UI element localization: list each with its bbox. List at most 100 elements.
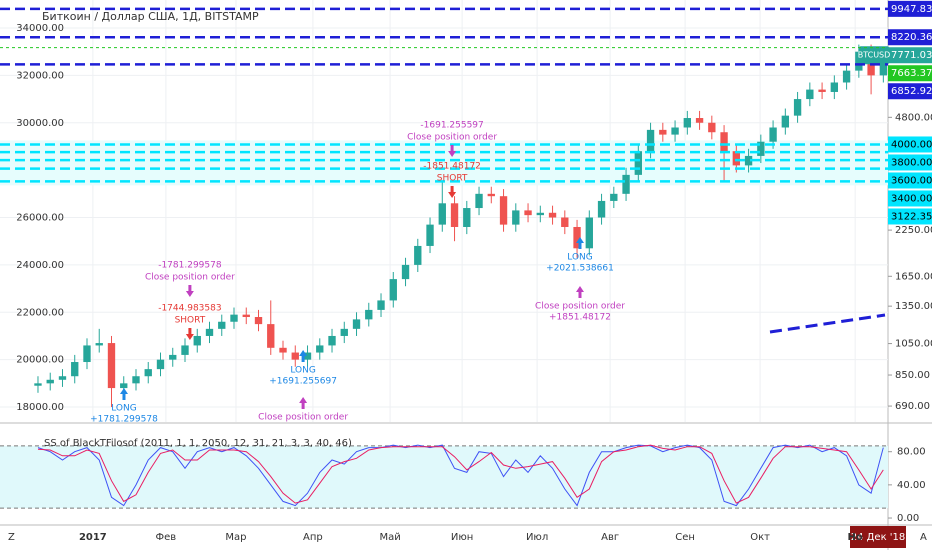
signal-label: +1851.48172 [549, 313, 611, 323]
candle-body [646, 129, 655, 152]
candle-body [475, 193, 483, 209]
indicator-line [37, 444, 884, 504]
candle-body [426, 224, 434, 246]
signal-label: +1781.299578 [90, 414, 158, 424]
candle-body [267, 324, 275, 348]
candle-body [340, 328, 348, 336]
price-level-label: 3122.35 [891, 211, 932, 222]
symbol-tag: BTCUSD [858, 51, 891, 60]
price-level-label: 4000.00 [891, 139, 932, 150]
price-level-label: 8220.36 [891, 32, 932, 43]
candle-body [597, 200, 606, 218]
candle-body [377, 300, 385, 310]
y2-tick-label: 2250.00 [895, 225, 932, 236]
price-level-label: 9947.83 [891, 4, 932, 15]
candle-body [499, 196, 508, 225]
price-level-label: 3800.00 [891, 157, 932, 168]
candle-body [842, 70, 851, 83]
x-tick-label: Фев [156, 532, 177, 543]
signal-label: -1851.48172 [423, 161, 481, 171]
price-level-box [888, 29, 932, 46]
y-tick-label: 32000.00 [16, 70, 64, 81]
candle-body [548, 212, 557, 218]
x-tick-label: Окт [750, 532, 770, 543]
x-tick-label: Июл [526, 532, 548, 543]
signal-label: -1744.983583 [158, 303, 221, 313]
y2-tick-label: 4800.00 [895, 112, 932, 123]
cursor-date-box [850, 526, 906, 548]
candle-body [156, 359, 165, 370]
price-level-box [888, 154, 932, 171]
price-level-box [888, 172, 932, 189]
candle-body [34, 383, 42, 386]
candle-body [683, 118, 691, 128]
auto-button[interactable]: A [920, 532, 927, 543]
y2-tick-label: 1650.00 [895, 271, 932, 282]
signal-label: SHORT [175, 315, 206, 325]
candle-body [438, 203, 446, 225]
y-tick-label: 40.00 [897, 480, 926, 491]
price-level-box [888, 83, 932, 100]
zoom-button[interactable]: Z [8, 532, 15, 543]
y2-tick-label: 690.00 [895, 401, 930, 412]
candle-body [573, 226, 581, 249]
candle-body [732, 151, 740, 166]
price-level-box [888, 190, 932, 207]
price-level-label: 7663.37 [891, 68, 932, 79]
signal-label: Close position order [145, 272, 235, 282]
candle-body [585, 217, 593, 249]
candle-body [291, 352, 299, 360]
x-tick-label: Сен [675, 532, 695, 543]
y-tick-label: 30000.00 [16, 118, 64, 129]
candle-body [414, 245, 422, 265]
candle-body [279, 347, 287, 353]
candle-body [879, 63, 888, 76]
candle-body [769, 127, 777, 142]
level-band [0, 445, 888, 509]
candle-body [610, 193, 618, 201]
price-level-box [888, 0, 932, 17]
candle-body [818, 89, 826, 92]
candle-body [622, 174, 630, 194]
candle-body [708, 122, 716, 133]
signal-arrow [575, 236, 584, 249]
candle-body [242, 314, 250, 318]
candle-body [365, 309, 373, 320]
signal-arrow [448, 185, 457, 198]
signal-arrow [299, 396, 308, 409]
y-tick-label: 80.00 [897, 447, 926, 458]
signal-label: -1781.299578 [158, 260, 222, 270]
candle-body [401, 264, 410, 280]
price-level-box [888, 136, 932, 153]
signal-arrow [448, 144, 457, 157]
candle-body [254, 317, 263, 325]
chart-title: Биткоин / Доллар США, 1Д, BITSTAMP [42, 10, 259, 23]
candle-body [720, 132, 728, 152]
candle-body [169, 354, 177, 360]
y2-tick-label: 850.00 [895, 370, 930, 381]
signal-label: +1691.255697 [269, 376, 337, 386]
candle-body [193, 335, 201, 346]
signal-arrow [299, 349, 308, 362]
price-level-label: 3400.00 [891, 193, 932, 204]
signal-label: Close position order [535, 302, 625, 312]
candle-body [793, 99, 802, 116]
x-tick-label: Авг [601, 532, 619, 543]
indicator-line [37, 444, 884, 507]
indicator-title: SS of BlackTFilosof (2011, 1, 1, 2050, 1… [44, 438, 352, 449]
candle-body [132, 376, 140, 384]
y2-tick-label: 1350.00 [895, 301, 932, 312]
candle-body [205, 328, 214, 336]
candle-body [487, 193, 495, 197]
candle-body [71, 362, 79, 377]
y-tick-label: 0.00 [897, 513, 919, 524]
candle-body [781, 115, 790, 128]
trend-line [769, 313, 886, 334]
candle-body [46, 379, 54, 384]
signal-label: LONG [111, 403, 137, 413]
signal-label: LONG [567, 252, 593, 262]
candle-body [181, 345, 189, 355]
x-tick-label: Мар [225, 532, 246, 543]
signal-label: SHORT [437, 173, 468, 183]
